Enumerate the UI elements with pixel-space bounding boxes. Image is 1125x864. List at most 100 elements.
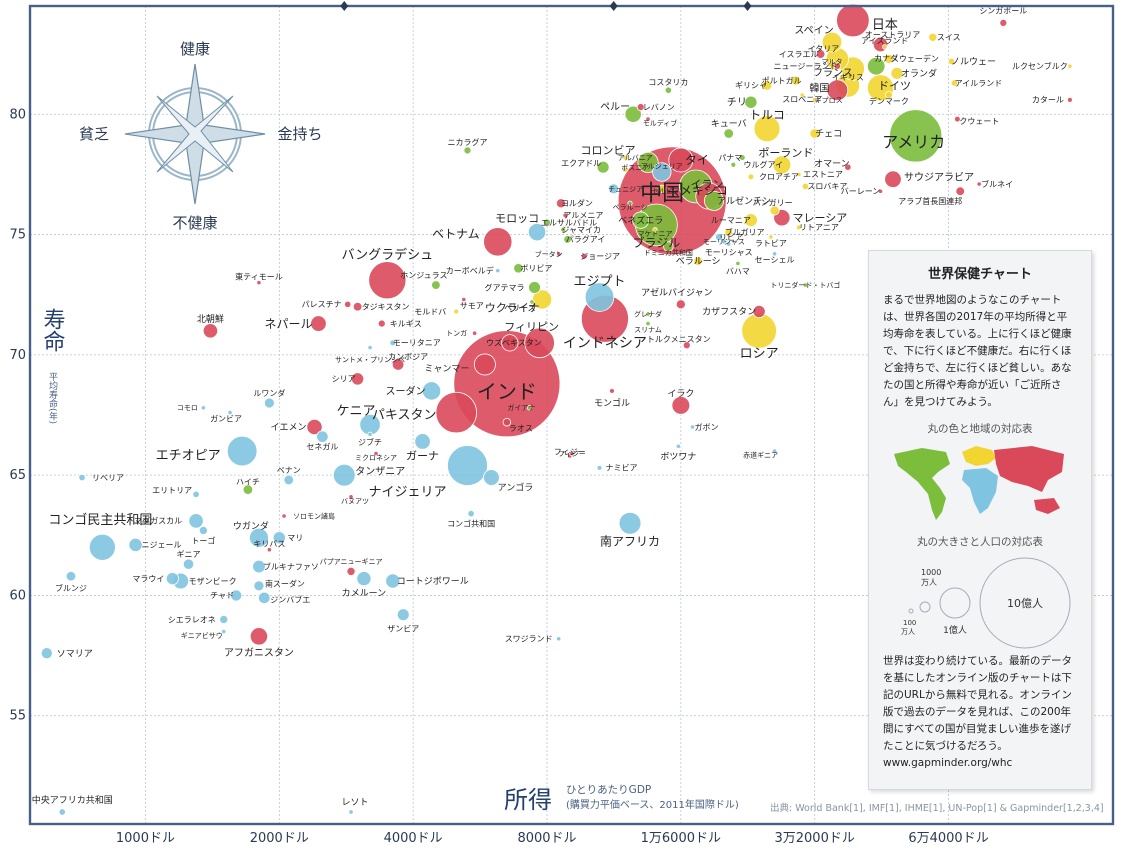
country-bubble[interactable] — [815, 49, 826, 59]
country-bubble[interactable] — [389, 339, 397, 347]
country-bubble[interactable] — [703, 190, 725, 211]
country-bubble[interactable] — [368, 261, 407, 300]
country-bubble[interactable] — [230, 589, 243, 602]
country-bubble[interactable] — [632, 211, 650, 229]
country-bubble[interactable] — [253, 580, 265, 592]
country-bubble[interactable] — [796, 224, 802, 231]
country-bubble[interactable] — [351, 372, 365, 386]
country-bubble[interactable] — [771, 448, 778, 454]
country-bubble[interactable] — [645, 320, 651, 327]
country-bubble[interactable] — [306, 418, 323, 436]
country-bubble[interactable] — [65, 570, 77, 582]
country-bubble[interactable] — [356, 571, 372, 587]
country-bubble[interactable] — [556, 636, 562, 642]
country-bubble[interactable] — [753, 115, 781, 143]
country-bubble[interactable] — [453, 308, 460, 315]
country-bubble[interactable] — [414, 433, 431, 450]
country-bubble[interactable] — [543, 218, 551, 227]
country-bubble[interactable] — [391, 358, 405, 371]
country-bubble[interactable] — [266, 547, 272, 553]
country-bubble[interactable] — [584, 282, 615, 312]
country-bubble[interactable] — [809, 128, 820, 139]
country-bubble[interactable] — [467, 509, 475, 518]
country-bubble[interactable] — [1067, 63, 1073, 69]
country-bubble[interactable] — [739, 154, 746, 161]
country-bubble[interactable] — [645, 311, 651, 317]
country-bubble[interactable] — [730, 161, 737, 168]
country-bubble[interactable] — [689, 424, 696, 430]
country-bubble[interactable] — [747, 173, 755, 181]
country-bubble[interactable] — [249, 527, 269, 548]
country-bubble[interactable] — [624, 105, 642, 123]
country-bubble[interactable] — [675, 299, 686, 310]
country-bubble[interactable] — [483, 227, 513, 257]
country-bubble[interactable] — [637, 151, 659, 173]
country-bubble[interactable] — [627, 200, 633, 206]
country-bubble[interactable] — [976, 181, 982, 187]
country-bubble[interactable] — [367, 345, 373, 351]
country-bubble[interactable] — [664, 86, 673, 94]
country-bubble[interactable] — [735, 260, 741, 267]
country-bubble[interactable] — [346, 566, 356, 576]
country-bubble[interactable] — [889, 109, 943, 163]
country-bubble[interactable] — [771, 251, 778, 257]
country-bubble[interactable] — [609, 388, 615, 394]
country-bubble[interactable] — [682, 341, 691, 350]
country-bubble[interactable] — [636, 103, 645, 111]
country-bubble[interactable] — [721, 239, 727, 245]
country-bubble[interactable] — [501, 334, 519, 352]
country-bubble[interactable] — [790, 75, 801, 86]
country-bubble[interactable] — [645, 116, 651, 122]
country-bubble[interactable] — [165, 572, 179, 586]
country-bubble[interactable] — [198, 525, 208, 535]
country-bubble[interactable] — [999, 18, 1008, 27]
country-bubble[interactable] — [829, 58, 835, 64]
country-bubble[interactable] — [1066, 96, 1073, 103]
country-bubble[interactable] — [877, 188, 884, 194]
country-bubble[interactable] — [675, 443, 682, 449]
country-bubble[interactable] — [227, 409, 233, 416]
country-bubble[interactable] — [88, 533, 116, 561]
country-bubble[interactable] — [272, 531, 286, 545]
country-bubble[interactable] — [802, 282, 809, 288]
country-bubble[interactable] — [799, 92, 805, 98]
country-bubble[interactable] — [556, 251, 562, 257]
country-bubble[interactable] — [367, 431, 373, 437]
country-bubble[interactable] — [200, 405, 206, 411]
country-bubble[interactable] — [715, 233, 723, 241]
country-bubble[interactable] — [283, 474, 294, 486]
country-bubble[interactable] — [461, 296, 467, 303]
country-bubble[interactable] — [884, 91, 893, 99]
country-bubble[interactable] — [866, 56, 886, 76]
country-bubble[interactable] — [741, 312, 777, 349]
country-bubble[interactable] — [744, 95, 758, 109]
country-bubble[interactable] — [352, 301, 363, 312]
country-bubble[interactable] — [821, 31, 843, 53]
country-bubble[interactable] — [40, 647, 53, 660]
country-bubble[interactable] — [348, 494, 354, 500]
country-bubble[interactable] — [826, 79, 849, 101]
country-bubble[interactable] — [252, 559, 266, 574]
country-bubble[interactable] — [884, 170, 902, 188]
country-bubble[interactable] — [256, 280, 262, 286]
country-bubble[interactable] — [202, 323, 219, 339]
country-bubble[interactable] — [723, 128, 734, 139]
country-bubble[interactable] — [447, 445, 488, 486]
country-bubble[interactable] — [263, 397, 275, 409]
country-bubble[interactable] — [528, 281, 541, 294]
country-bubble[interactable] — [473, 353, 496, 376]
country-bubble[interactable] — [801, 182, 810, 191]
country-bubble[interactable] — [221, 628, 227, 635]
country-bubble[interactable] — [580, 252, 588, 260]
country-bubble[interactable] — [954, 115, 961, 123]
country-bubble[interactable] — [192, 490, 200, 499]
country-bubble[interactable] — [527, 223, 547, 242]
country-bubble[interactable] — [622, 154, 629, 161]
country-bubble[interactable] — [555, 198, 566, 209]
country-bubble[interactable] — [529, 299, 535, 305]
country-bubble[interactable] — [463, 146, 472, 155]
country-bubble[interactable] — [431, 280, 441, 290]
country-bubble[interactable] — [524, 327, 555, 359]
country-bubble[interactable] — [316, 430, 329, 443]
country-bubble[interactable] — [502, 417, 512, 427]
